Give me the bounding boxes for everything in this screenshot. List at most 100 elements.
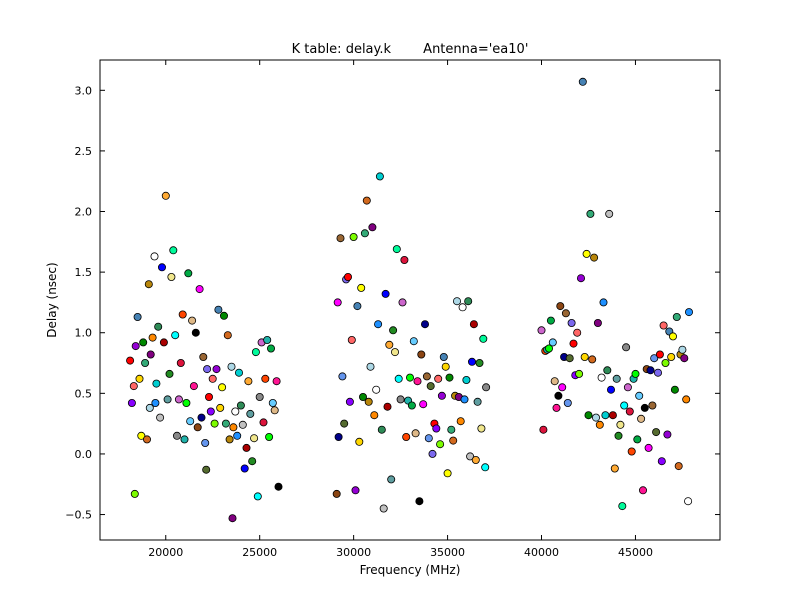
data-point: [481, 463, 490, 472]
data-point: [253, 492, 262, 501]
data-point: [616, 420, 625, 429]
data-point: [333, 298, 342, 307]
data-point: [353, 302, 362, 311]
data-point: [266, 344, 275, 353]
data-point: [364, 397, 373, 406]
data-point: [633, 435, 642, 444]
x-tick-label: 25000: [242, 546, 277, 559]
data-point: [422, 372, 431, 381]
data-point: [620, 401, 629, 410]
data-point: [445, 373, 454, 382]
data-point: [466, 452, 475, 461]
data-point: [447, 425, 456, 434]
data-point: [407, 401, 416, 410]
data-point: [130, 489, 139, 498]
data-point: [357, 283, 366, 292]
data-point: [127, 398, 136, 407]
data-point: [390, 348, 399, 357]
data-point: [449, 436, 458, 445]
data-point: [126, 356, 135, 365]
data-point: [372, 385, 381, 394]
data-point: [394, 374, 403, 383]
data-point: [268, 398, 277, 407]
data-point: [667, 352, 676, 361]
x-axis-ticks: 20000 25000 30000 35000 40000 45000: [148, 60, 653, 559]
data-point: [669, 332, 678, 341]
y-tick-label: 2.5: [75, 145, 93, 158]
data-point: [139, 338, 148, 347]
data-point: [402, 432, 411, 441]
data-point: [592, 413, 601, 422]
data-point: [439, 352, 448, 361]
data-point: [129, 382, 138, 391]
data-point: [184, 269, 193, 278]
chart-title: K table: delay.k Antenna='ea10': [292, 42, 529, 57]
data-point: [240, 464, 249, 473]
data-point: [248, 457, 257, 466]
data-point: [250, 434, 259, 443]
data-point: [174, 395, 183, 404]
y-tick-label: 1.0: [75, 327, 93, 340]
data-point: [379, 504, 388, 513]
data-point: [197, 413, 206, 422]
x-tick-label: 20000: [148, 546, 183, 559]
data-point: [605, 209, 614, 218]
data-point: [332, 489, 341, 498]
data-point: [417, 350, 426, 359]
data-point: [270, 406, 279, 415]
data-point: [234, 368, 243, 377]
data-point: [362, 196, 371, 205]
data-point: [419, 400, 428, 409]
y-tick-label: 1.5: [75, 266, 93, 279]
data-point: [545, 344, 554, 353]
data-point: [458, 303, 467, 312]
data-point: [685, 308, 694, 317]
data-point: [652, 428, 661, 437]
data-point: [684, 497, 693, 506]
data-point: [640, 403, 649, 412]
data-point: [246, 409, 255, 418]
data-point: [569, 339, 578, 348]
data-point: [464, 297, 473, 306]
data-point: [558, 383, 567, 392]
data-point: [368, 223, 377, 232]
data-point: [443, 469, 452, 478]
data-point: [537, 326, 546, 335]
chart-title-antenna: Antenna='ea10': [423, 42, 528, 57]
data-point: [228, 514, 237, 523]
data-point: [141, 358, 150, 367]
data-point: [436, 440, 445, 449]
data-point: [274, 482, 283, 491]
data-point: [157, 263, 166, 272]
data-point: [171, 331, 180, 340]
data-point: [663, 430, 672, 439]
data-point: [644, 443, 653, 452]
data-point: [546, 316, 555, 325]
data-point: [133, 312, 142, 321]
data-point: [144, 280, 153, 289]
data-point: [225, 435, 234, 444]
data-point: [374, 320, 383, 329]
data-point: [154, 322, 163, 331]
data-point: [263, 335, 272, 344]
data-point: [556, 302, 565, 311]
y-tick-label: 2.0: [75, 206, 93, 219]
data-point: [475, 358, 484, 367]
data-point: [659, 321, 668, 330]
data-point: [637, 414, 646, 423]
data-point: [336, 234, 345, 243]
data-point: [593, 318, 602, 327]
data-point: [655, 350, 664, 359]
data-point: [661, 358, 670, 367]
data-point: [670, 385, 679, 394]
data-point: [678, 345, 687, 354]
data-point: [334, 432, 343, 441]
data-point: [627, 447, 636, 456]
data-point: [462, 375, 471, 384]
data-point: [618, 502, 627, 511]
data-point: [261, 374, 270, 383]
data-point: [202, 465, 211, 474]
data-point: [227, 362, 236, 371]
data-point: [189, 382, 198, 391]
